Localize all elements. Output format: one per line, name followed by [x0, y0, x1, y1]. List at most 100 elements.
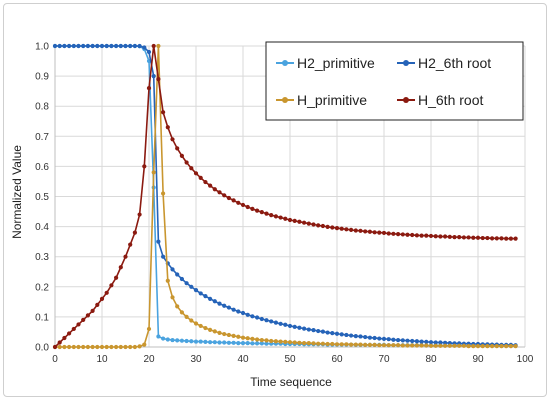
data-point [91, 345, 95, 349]
data-point [217, 331, 221, 335]
data-point [264, 338, 268, 342]
legend-label-h2-primitive: H2_primitive [297, 55, 375, 71]
data-point [227, 333, 231, 337]
data-point [199, 324, 203, 328]
data-point [373, 343, 377, 347]
data-point [490, 236, 494, 240]
data-point [119, 345, 123, 349]
data-point [166, 125, 170, 129]
chart-frame: 0.0 0.1 0.2 0.3 0.4 0.5 0.6 0.7 0.8 0.9 1.0 0 10 20 3… [3, 3, 547, 397]
x-tick-labels: 0 10 20 30 40 50 60 70 80 90 100 [52, 354, 534, 365]
data-point [255, 209, 259, 213]
data-point [133, 44, 137, 48]
data-point [330, 342, 334, 346]
y-tick-label: 1.0 [35, 42, 49, 53]
data-point [260, 338, 264, 342]
data-point [180, 310, 184, 314]
data-point [199, 291, 203, 295]
data-point [311, 328, 315, 332]
data-point [462, 344, 466, 348]
data-point [236, 201, 240, 205]
data-point [128, 243, 132, 247]
data-point [391, 232, 395, 236]
data-point [335, 332, 339, 336]
data-point [156, 77, 160, 81]
data-point [260, 317, 264, 321]
data-point [95, 44, 99, 48]
data-point [114, 276, 118, 280]
data-point [180, 277, 184, 281]
data-point [481, 236, 485, 240]
data-point [467, 235, 471, 239]
data-point [311, 222, 315, 226]
data-point [396, 343, 400, 347]
data-point [241, 341, 245, 345]
data-point [401, 232, 405, 236]
data-point [316, 223, 320, 227]
data-point [142, 164, 146, 168]
data-point [373, 336, 377, 340]
data-point [213, 340, 217, 344]
data-point [236, 309, 240, 313]
data-point [504, 344, 508, 348]
data-point [495, 236, 499, 240]
data-point [72, 44, 76, 48]
data-point [194, 339, 198, 343]
data-point [424, 343, 428, 347]
data-point [401, 338, 405, 342]
data-point [95, 303, 99, 307]
data-point [123, 44, 127, 48]
data-point [387, 337, 391, 341]
data-point [222, 332, 226, 336]
data-point [232, 341, 236, 345]
legend-label-h-primitive: H_primitive [297, 92, 367, 108]
data-point [161, 336, 165, 340]
data-point [358, 342, 362, 346]
data-point [396, 232, 400, 236]
data-point [161, 255, 165, 259]
data-point [377, 343, 381, 347]
data-point [344, 333, 348, 337]
data-point [349, 342, 353, 346]
data-point [189, 339, 193, 343]
data-point [227, 305, 231, 309]
data-point [429, 340, 433, 344]
data-point [67, 345, 71, 349]
data-point [203, 326, 207, 330]
data-point [368, 230, 372, 234]
data-point [156, 240, 160, 244]
data-point [297, 326, 301, 330]
data-point [91, 309, 95, 313]
data-point [363, 229, 367, 233]
data-point [119, 44, 123, 48]
x-tick-label: 20 [143, 354, 155, 365]
data-point [175, 338, 179, 342]
data-point [142, 45, 146, 49]
data-point [208, 328, 212, 332]
y-tick-label: 0.9 [35, 72, 49, 83]
data-point [358, 334, 362, 338]
data-point [227, 196, 231, 200]
data-point [429, 234, 433, 238]
data-point [485, 236, 489, 240]
data-point [302, 341, 306, 345]
data-point [175, 272, 179, 276]
data-point [53, 44, 57, 48]
data-point [246, 336, 250, 340]
data-point [175, 304, 179, 308]
x-tick-label: 0 [52, 354, 58, 365]
data-point [156, 334, 160, 338]
data-point [161, 191, 165, 195]
data-point [147, 86, 151, 90]
legend-box [266, 42, 523, 120]
data-point [293, 340, 297, 344]
data-point [415, 339, 419, 343]
x-tick-label: 50 [284, 354, 296, 365]
data-point [457, 235, 461, 239]
data-point [91, 44, 95, 48]
data-point [194, 288, 198, 292]
data-point [62, 44, 66, 48]
data-point [467, 344, 471, 348]
data-point [109, 345, 113, 349]
data-point [185, 281, 189, 285]
